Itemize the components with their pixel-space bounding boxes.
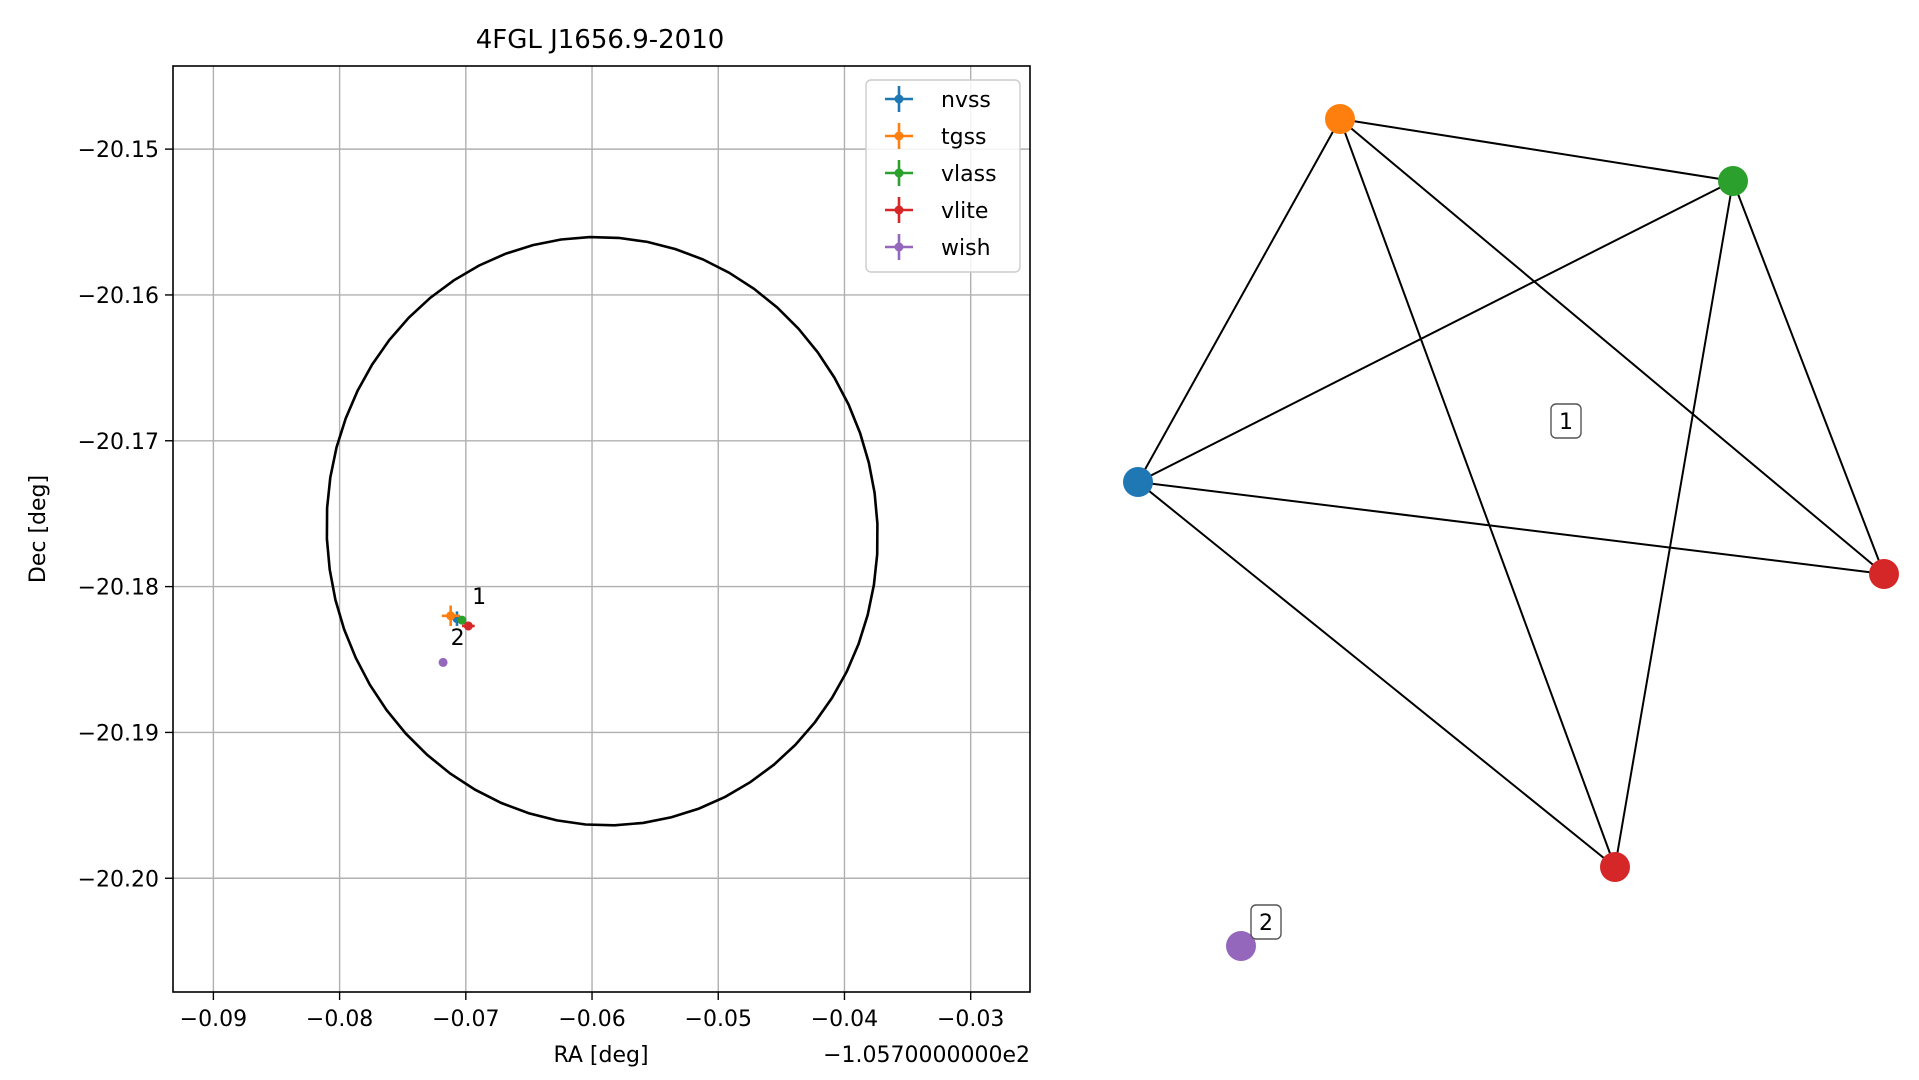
legend-item-vlite: vlite — [885, 197, 988, 224]
plot-frame — [172, 65, 1031, 993]
node-vlite_b — [1600, 852, 1630, 882]
y-tick-label: −20.17 — [78, 430, 159, 455]
legend-swatch-dot — [894, 205, 904, 215]
marker-tgss — [446, 611, 456, 621]
point-tgss — [441, 605, 460, 626]
edge-nvss-vlite_b — [1137, 481, 1616, 868]
edge-nvss-vlass — [1137, 180, 1734, 483]
localization-ellipse — [325, 235, 879, 827]
points-layer — [438, 605, 475, 667]
group-label-box — [1250, 904, 1282, 940]
x-tick-label: −0.08 — [306, 1007, 373, 1032]
node-nvss — [1123, 467, 1153, 497]
x-tick-label: −0.06 — [558, 1007, 625, 1032]
marker-vlass — [457, 615, 467, 625]
y-tick-label: −20.18 — [78, 576, 159, 601]
legend-box — [865, 79, 1021, 273]
x-tick-label: −0.05 — [685, 1007, 752, 1032]
x-tick-label: −0.09 — [180, 1007, 247, 1032]
point-vlite — [462, 621, 475, 631]
x-tick-label: −0.04 — [811, 1007, 878, 1032]
legend: nvss tgss vlass vlite wish — [865, 79, 1021, 273]
y-tick-label: −20.15 — [78, 138, 159, 163]
edge-tgss-vlite_a — [1339, 118, 1885, 575]
edge-nvss-tgss — [1137, 118, 1341, 483]
edge-tgss-vlass — [1339, 118, 1734, 182]
legend-swatch-dot — [894, 168, 904, 178]
group-label-1: 1 — [1550, 403, 1582, 439]
chart-title: 4FGL J1656.9-2010 — [476, 25, 725, 55]
edge-tgss-vlite_b — [1339, 118, 1616, 868]
legend-swatch-dot — [894, 94, 904, 104]
marker-vlite — [463, 621, 473, 631]
x-ticks: −0.09 −0.08 −0.07 −0.06 −0.05 −0.04 −0.03 — [180, 992, 1004, 1032]
legend-label: vlite — [941, 199, 988, 224]
annotations-layer: 12 — [451, 585, 486, 651]
point-wish — [438, 657, 448, 667]
marker-wish — [438, 657, 448, 667]
node-wish — [1226, 931, 1256, 961]
group-label-text: 2 — [1259, 911, 1273, 936]
edge-nvss-vlite_a — [1137, 481, 1885, 575]
nodes-layer — [1123, 104, 1899, 961]
group-label-2: 2 — [1250, 904, 1282, 940]
y-axis-label: Dec [deg] — [26, 475, 51, 583]
node-tgss — [1325, 104, 1355, 134]
point-vlass — [457, 615, 467, 625]
scatter-panel: 4FGL J1656.9-2010 −0.09 −0.08 −0.07 −0.06 −0… — [26, 25, 1031, 1068]
edges-layer — [1137, 118, 1885, 868]
legend-item-wish: wish — [885, 234, 991, 261]
legend-label: vlass — [941, 162, 997, 187]
legend-swatch-dot — [894, 131, 904, 141]
edge-vlass-vlite_b — [1614, 180, 1734, 868]
group-label-text: 1 — [1559, 410, 1573, 435]
y-tick-label: −20.16 — [78, 284, 159, 309]
y-ticks: −20.15 −20.16 −20.17 −20.18 −20.19 −20.20 — [78, 138, 173, 892]
network-panel: 12 — [1123, 104, 1899, 961]
x-tick-label: −0.03 — [937, 1007, 1004, 1032]
group-label-box — [1550, 403, 1582, 439]
legend-label: wish — [941, 236, 991, 261]
legend-label: nvss — [941, 88, 991, 113]
legend-swatch-dot — [894, 242, 904, 252]
group-labels-layer: 12 — [1250, 403, 1582, 940]
node-vlite_a — [1869, 559, 1899, 589]
edge-vlass-vlite_a — [1732, 180, 1885, 575]
annotation-1: 1 — [472, 585, 486, 610]
node-vlass — [1718, 166, 1748, 196]
legend-item-vlass: vlass — [885, 160, 997, 187]
annotation-2: 2 — [451, 626, 465, 651]
x-tick-label: −0.07 — [432, 1007, 499, 1032]
y-tick-label: −20.19 — [78, 721, 159, 746]
legend-item-tgss: tgss — [885, 123, 987, 150]
grid — [173, 66, 1030, 992]
x-axis-label: RA [deg] — [553, 1043, 648, 1068]
y-tick-label: −20.20 — [78, 867, 159, 892]
legend-label: tgss — [941, 125, 987, 150]
ellipse-layer — [325, 235, 879, 827]
legend-item-nvss: nvss — [885, 86, 991, 113]
x-offset-label: −1.0570000000e2 — [823, 1043, 1030, 1068]
